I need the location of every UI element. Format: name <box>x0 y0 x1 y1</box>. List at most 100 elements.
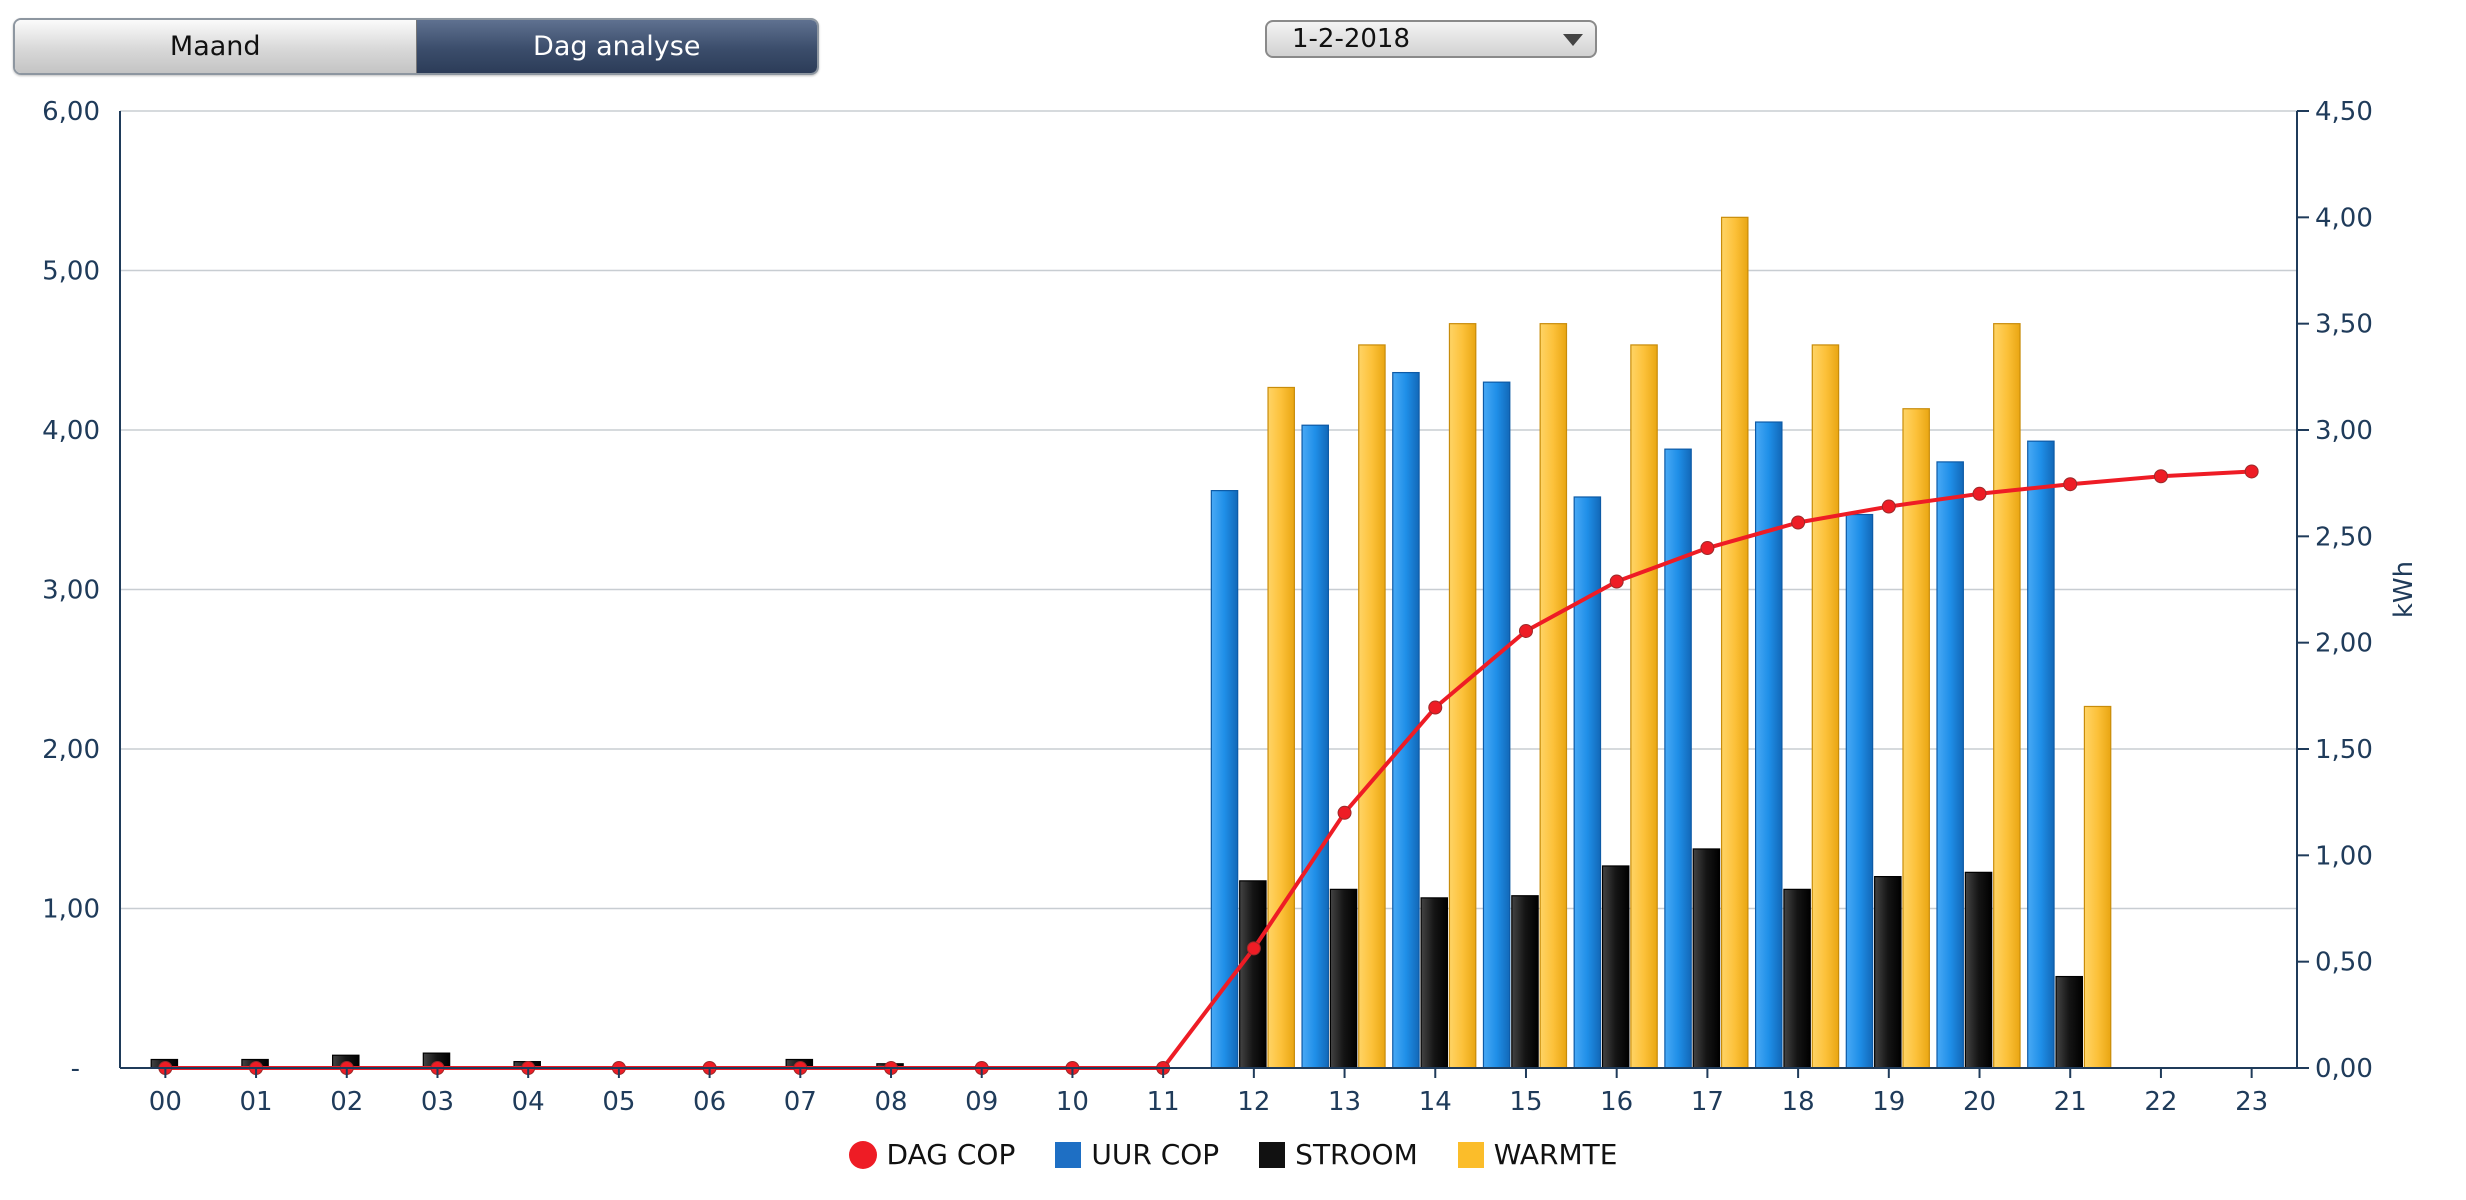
x-tick-label: 04 <box>512 1087 545 1117</box>
bar-uur-cop <box>1573 496 1602 1069</box>
point-dag-cop <box>1881 499 1896 514</box>
x-tick-label: 22 <box>2144 1087 2177 1117</box>
legend-swatch-uur-cop <box>1055 1141 1082 1168</box>
x-tick-label: 16 <box>1600 1087 1633 1117</box>
x-tick-label: 00 <box>149 1087 182 1117</box>
tab-maand[interactable]: Maand <box>15 20 417 73</box>
x-tick-label: 18 <box>1782 1087 1815 1117</box>
bar-uur-cop <box>2027 440 2055 1069</box>
view-toggle: Maand Dag analyse <box>13 18 819 75</box>
x-tick-label: 17 <box>1691 1087 1724 1117</box>
legend-uur-cop[interactable]: UUR COP <box>1055 1138 1219 1171</box>
y-left-tick-label: 6,00 <box>42 97 100 127</box>
bar-warmte <box>1902 408 1930 1069</box>
x-tick-label: 08 <box>874 1087 907 1117</box>
bar-uur-cop <box>1392 371 1420 1069</box>
y-right-tick-label: 2,00 <box>2315 629 2373 659</box>
bar-stroom <box>1601 865 1630 1069</box>
point-dag-cop <box>1700 541 1715 556</box>
y-right-tick-label: 0,50 <box>2315 948 2373 978</box>
bar-uur-cop <box>1845 513 1874 1069</box>
legend-label-stroom: STROOM <box>1295 1138 1418 1171</box>
x-tick-label: 02 <box>330 1087 363 1117</box>
bar-stroom <box>1329 888 1358 1069</box>
legend-swatch-dag-cop <box>848 1140 877 1169</box>
point-dag-cop <box>2063 477 2078 492</box>
point-dag-cop <box>1609 574 1624 589</box>
x-tick-label: 20 <box>1963 1087 1996 1117</box>
x-tick-label: 09 <box>965 1087 998 1117</box>
x-tick-label: 06 <box>693 1087 726 1117</box>
legend-swatch-warmte <box>1457 1141 1484 1168</box>
x-tick-label: 05 <box>602 1087 635 1117</box>
x-tick-label: 12 <box>1237 1087 1270 1117</box>
legend-swatch-stroom <box>1259 1141 1286 1168</box>
bar-stroom <box>1420 897 1449 1069</box>
point-dag-cop <box>2153 469 2168 484</box>
bar-uur-cop <box>1754 421 1783 1069</box>
bar-warmte <box>1358 344 1386 1069</box>
y-right-tick-label: 4,50 <box>2315 97 2373 127</box>
bar-warmte <box>1720 216 1749 1069</box>
y-left-tick-label: - <box>71 1054 80 1084</box>
bar-stroom <box>1964 871 1993 1069</box>
point-dag-cop <box>1518 623 1533 638</box>
bar-warmte <box>1630 344 1658 1069</box>
bar-stroom <box>1874 875 1902 1069</box>
bar-warmte <box>1539 323 1568 1069</box>
x-tick-label: 13 <box>1328 1087 1361 1117</box>
y-left-tick-label: 4,00 <box>42 416 100 446</box>
chevron-down-icon <box>1563 34 1583 46</box>
y-left-tick-label: 1,00 <box>42 895 100 925</box>
legend-warmte[interactable]: WARMTE <box>1457 1138 1618 1171</box>
legend-label-warmte: WARMTE <box>1493 1138 1618 1171</box>
x-tick-label: 07 <box>784 1087 817 1117</box>
y-left-tick-label: 5,00 <box>42 257 100 287</box>
x-tick-label: 19 <box>1872 1087 1905 1117</box>
x-tick-label: 21 <box>2054 1087 2087 1117</box>
legend-label-uur-cop: UUR COP <box>1091 1138 1220 1171</box>
x-tick-label: 03 <box>421 1087 454 1117</box>
x-tick-label: 11 <box>1147 1087 1180 1117</box>
bar-uur-cop <box>1936 461 1964 1069</box>
point-dag-cop <box>2244 464 2259 479</box>
bar-uur-cop <box>1664 448 1692 1069</box>
x-tick-label: 01 <box>240 1087 273 1117</box>
bar-uur-cop <box>1210 490 1239 1069</box>
legend-label-dag-cop: DAG COP <box>886 1138 1016 1171</box>
y-left-tick-label: 2,00 <box>42 735 100 765</box>
bar-uur-cop <box>1301 424 1329 1069</box>
bar-warmte <box>1993 323 2021 1069</box>
y-right-tick-label: 3,50 <box>2315 310 2373 340</box>
point-dag-cop <box>1246 941 1261 956</box>
bar-stroom <box>1692 848 1721 1069</box>
tab-dag-analyse[interactable]: Dag analyse <box>416 20 817 73</box>
x-tick-label: 10 <box>1056 1087 1089 1117</box>
point-dag-cop <box>1428 700 1443 715</box>
legend-stroom[interactable]: STROOM <box>1259 1138 1418 1171</box>
legend-dag-cop[interactable]: DAG COP <box>848 1138 1016 1171</box>
day-analysis-chart: - 1,00 2,00 3,00 4,00 5,00 6,00 0,00 0,50 1,00 1,5… <box>42 97 2419 1117</box>
date-select[interactable]: 1-2-2018 <box>1265 20 1597 58</box>
x-tick-label: 14 <box>1419 1087 1452 1117</box>
x-tick-label: 15 <box>1509 1087 1542 1117</box>
y-right-tick-label: 4,00 <box>2315 203 2373 233</box>
point-dag-cop <box>1972 486 1987 501</box>
y-left-tick-label: 3,00 <box>42 576 100 606</box>
x-tick-label: 23 <box>2235 1087 2268 1117</box>
point-dag-cop <box>1337 805 1352 820</box>
bar-warmte <box>2083 705 2112 1069</box>
date-select-value: 1-2-2018 <box>1292 24 1411 54</box>
y-right-tick-label: 0,00 <box>2315 1054 2373 1084</box>
chart-legend: DAG COP UUR COP STROOM WARMTE <box>0 1138 2466 1171</box>
y-right-axis-label: kWh <box>2389 561 2419 618</box>
bar-stroom <box>2055 975 2084 1069</box>
point-dag-cop <box>1791 515 1806 530</box>
y-right-tick-label: 3,00 <box>2315 416 2373 446</box>
bar-stroom <box>1511 895 1539 1069</box>
y-right-tick-label: 1,50 <box>2315 735 2373 765</box>
bar-warmte <box>1267 386 1295 1069</box>
bar-warmte <box>1811 344 1840 1069</box>
bar-uur-cop <box>1482 381 1511 1069</box>
bar-warmte <box>1448 323 1477 1069</box>
